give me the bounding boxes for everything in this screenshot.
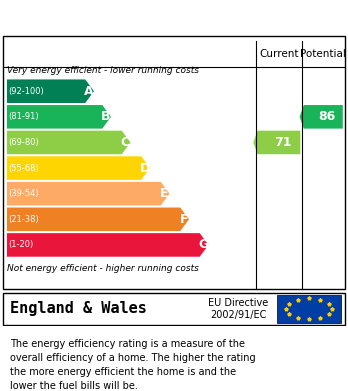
Text: Energy Efficiency Rating: Energy Efficiency Rating xyxy=(7,7,254,26)
Polygon shape xyxy=(7,105,111,129)
Text: (21-38): (21-38) xyxy=(9,215,39,224)
Polygon shape xyxy=(7,79,94,103)
Text: England & Wales: England & Wales xyxy=(10,301,147,316)
Text: (69-80): (69-80) xyxy=(9,138,39,147)
Text: G: G xyxy=(198,239,208,251)
Text: (55-68): (55-68) xyxy=(9,163,39,172)
Text: EU Directive
2002/91/EC: EU Directive 2002/91/EC xyxy=(208,298,269,320)
Polygon shape xyxy=(7,208,189,231)
Text: C: C xyxy=(121,136,130,149)
Text: B: B xyxy=(101,110,111,123)
Text: A: A xyxy=(84,85,94,98)
Polygon shape xyxy=(253,131,300,154)
Polygon shape xyxy=(7,233,208,257)
Text: Not energy efficient - higher running costs: Not energy efficient - higher running co… xyxy=(7,264,199,273)
Text: D: D xyxy=(140,161,150,174)
Text: F: F xyxy=(180,213,188,226)
Text: Current: Current xyxy=(259,49,299,59)
Text: 71: 71 xyxy=(274,136,291,149)
Bar xyxy=(277,295,341,323)
Text: (1-20): (1-20) xyxy=(9,240,34,249)
Text: (39-54): (39-54) xyxy=(9,189,39,198)
Polygon shape xyxy=(300,105,343,129)
Text: E: E xyxy=(160,187,168,200)
Text: The energy efficiency rating is a measure of the
overall efficiency of a home. T: The energy efficiency rating is a measur… xyxy=(10,339,256,391)
Polygon shape xyxy=(7,182,169,206)
Text: (81-91): (81-91) xyxy=(9,112,39,121)
Text: 86: 86 xyxy=(318,110,335,123)
Polygon shape xyxy=(7,131,130,154)
Text: (92-100): (92-100) xyxy=(9,87,45,96)
Polygon shape xyxy=(7,156,150,180)
Text: Potential: Potential xyxy=(300,49,346,59)
Text: Very energy efficient - lower running costs: Very energy efficient - lower running co… xyxy=(7,66,199,75)
